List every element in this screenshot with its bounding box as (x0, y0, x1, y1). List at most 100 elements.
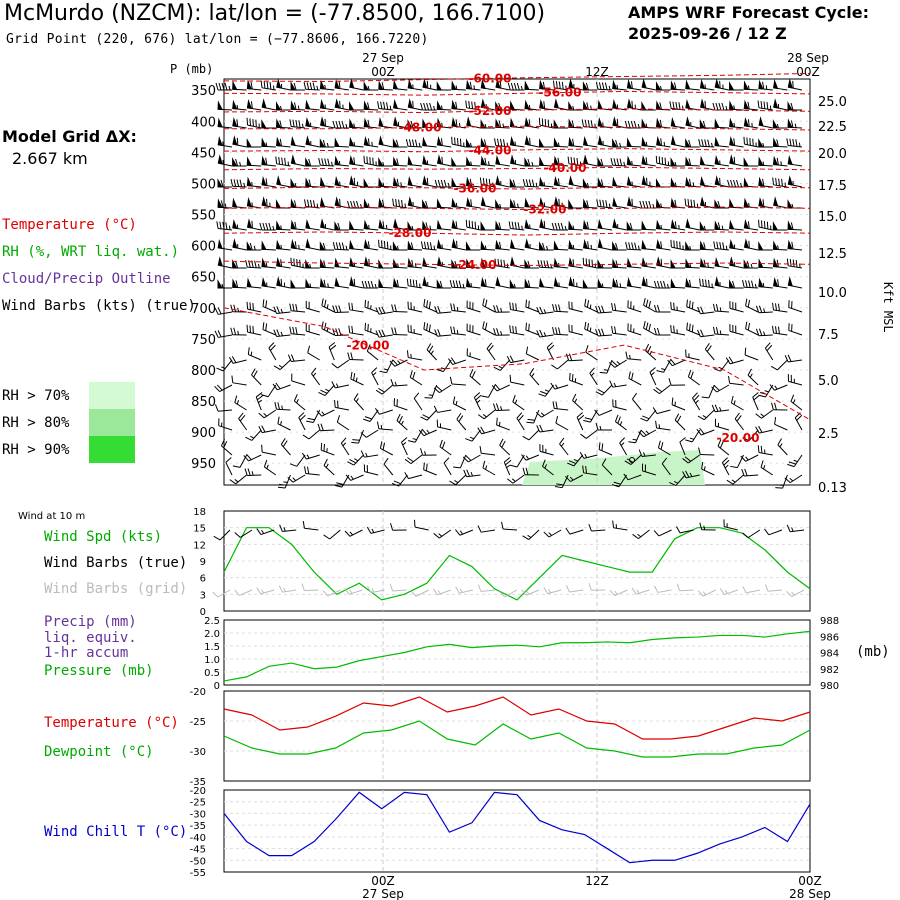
temperature-contour (223, 260, 811, 267)
barb-pennant (305, 177, 311, 188)
barb-half (316, 85, 319, 90)
wind-barb (480, 119, 496, 129)
wind-barb (375, 384, 394, 395)
wind-barb (275, 156, 291, 167)
barb-full (245, 436, 253, 441)
barb-full (619, 437, 626, 444)
barb-full (420, 448, 424, 456)
bottom-time-label-2: 12Z (585, 874, 609, 888)
barb-full (244, 468, 248, 476)
barb-shaft (408, 331, 423, 336)
wind-barb (685, 258, 700, 269)
barb-full (322, 242, 326, 251)
y-tick-label: -45 (190, 845, 206, 856)
barb-full (580, 433, 587, 439)
barb-full (653, 280, 657, 289)
barb-full (597, 389, 605, 394)
wind-barb (743, 99, 759, 111)
wind-barb (331, 359, 350, 369)
wind-barb (436, 279, 452, 289)
wind-barb (551, 359, 569, 370)
barb-full (422, 414, 430, 419)
barb-full (266, 198, 268, 207)
barb-pennant (305, 135, 311, 146)
wind-barb (698, 139, 715, 148)
barb-shaft (671, 331, 686, 336)
wind-barb (480, 196, 496, 209)
wind-barb (465, 219, 481, 231)
temperature-contour-label: -20.00 (717, 431, 760, 445)
barb-full (516, 82, 520, 91)
wind-barb (510, 154, 525, 167)
barb-full (653, 304, 657, 313)
barb-full (230, 327, 234, 335)
wind-barb (685, 156, 700, 167)
barb-full (513, 82, 517, 91)
wind-barb-true (522, 529, 540, 540)
barb-half (660, 224, 663, 230)
barb-full (473, 392, 481, 398)
barb-full (436, 385, 443, 392)
wind-barb (626, 276, 642, 289)
barb-full (722, 457, 728, 463)
barb-full (332, 120, 336, 129)
barb-half (473, 85, 475, 90)
wind-barb (214, 384, 233, 393)
barb-full (649, 367, 656, 373)
barb-full (455, 280, 459, 288)
barb-pennant (509, 178, 516, 188)
barb-pennant (670, 278, 676, 289)
barb-full (624, 460, 632, 465)
y-tick-label: -35 (190, 821, 206, 832)
barb-full (246, 324, 249, 333)
barb-shaft (525, 589, 540, 596)
barb-full (638, 431, 644, 438)
barb-pennant (772, 137, 779, 148)
barb-pennant (729, 219, 735, 230)
barb-shaft (573, 454, 584, 467)
barb-pennant (275, 136, 282, 147)
barb-full (697, 306, 701, 314)
barb-pennant (305, 157, 311, 167)
wind-barb (301, 452, 320, 460)
barb-full (424, 397, 432, 399)
wind-barb (331, 381, 350, 389)
wind-barb (524, 218, 540, 231)
barb-pennant (787, 118, 793, 129)
barb-half (365, 452, 368, 457)
barb-full (628, 242, 631, 250)
barb-full (304, 199, 307, 207)
precip-legend-liq: liq. equiv. (44, 630, 137, 646)
barb-shaft (291, 333, 306, 336)
wind-barb (536, 306, 554, 315)
barb-full (295, 327, 298, 335)
barb-full (558, 81, 561, 89)
barb-full (340, 437, 347, 444)
wind-barb (787, 154, 803, 167)
barb-full (645, 299, 649, 307)
wind-barb (626, 221, 642, 231)
wind-barb (784, 474, 803, 484)
barb-full (742, 586, 747, 594)
barb-full (719, 588, 725, 595)
barb-full (371, 367, 378, 373)
barb-full (792, 259, 795, 267)
barb-shaft (734, 418, 744, 431)
wind-barb (436, 154, 452, 167)
wind-barb (661, 457, 671, 476)
wind-barb (449, 280, 466, 289)
barb-full (772, 302, 775, 311)
barb-full (213, 535, 221, 541)
wind-barb (436, 238, 452, 251)
barb-full (573, 157, 576, 165)
barb-full (363, 418, 371, 422)
barb-full (292, 303, 295, 312)
wind-barb (448, 357, 467, 366)
barb-full (700, 306, 704, 314)
wind-barb (377, 101, 393, 111)
temperature-contour (223, 108, 811, 114)
wind-barb (742, 429, 759, 442)
wind-barb (407, 240, 423, 251)
wind-barb (625, 242, 642, 251)
barb-shaft (614, 359, 627, 368)
